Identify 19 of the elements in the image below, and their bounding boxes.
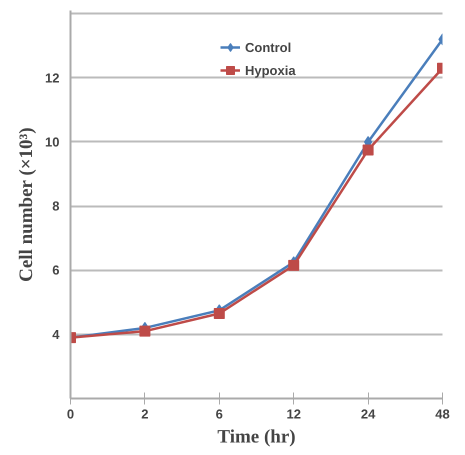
y-axis-title: Cell number (×10³) (16, 127, 38, 282)
y-tick-label: 6 (52, 262, 60, 278)
legend-label: Hypoxia (245, 62, 296, 78)
x-tick-label: 0 (66, 406, 74, 422)
y-tick-label: 12 (45, 70, 60, 86)
x-tick-label: 2 (141, 406, 149, 422)
point (288, 260, 300, 271)
x-tick-label: 6 (216, 406, 223, 422)
y-tick-label: 10 (45, 134, 60, 150)
point (214, 308, 225, 320)
y-tick-label: 4 (52, 326, 60, 342)
x-axis-title: Time (hr) (217, 426, 296, 448)
point (362, 144, 374, 156)
x-tick-label: 24 (360, 406, 376, 422)
point (139, 326, 150, 337)
legend-label: Control (245, 40, 292, 54)
x-tick-label: 48 (435, 406, 450, 422)
x-tick-label: 12 (286, 406, 301, 422)
y-tick-label: 8 (52, 198, 60, 214)
